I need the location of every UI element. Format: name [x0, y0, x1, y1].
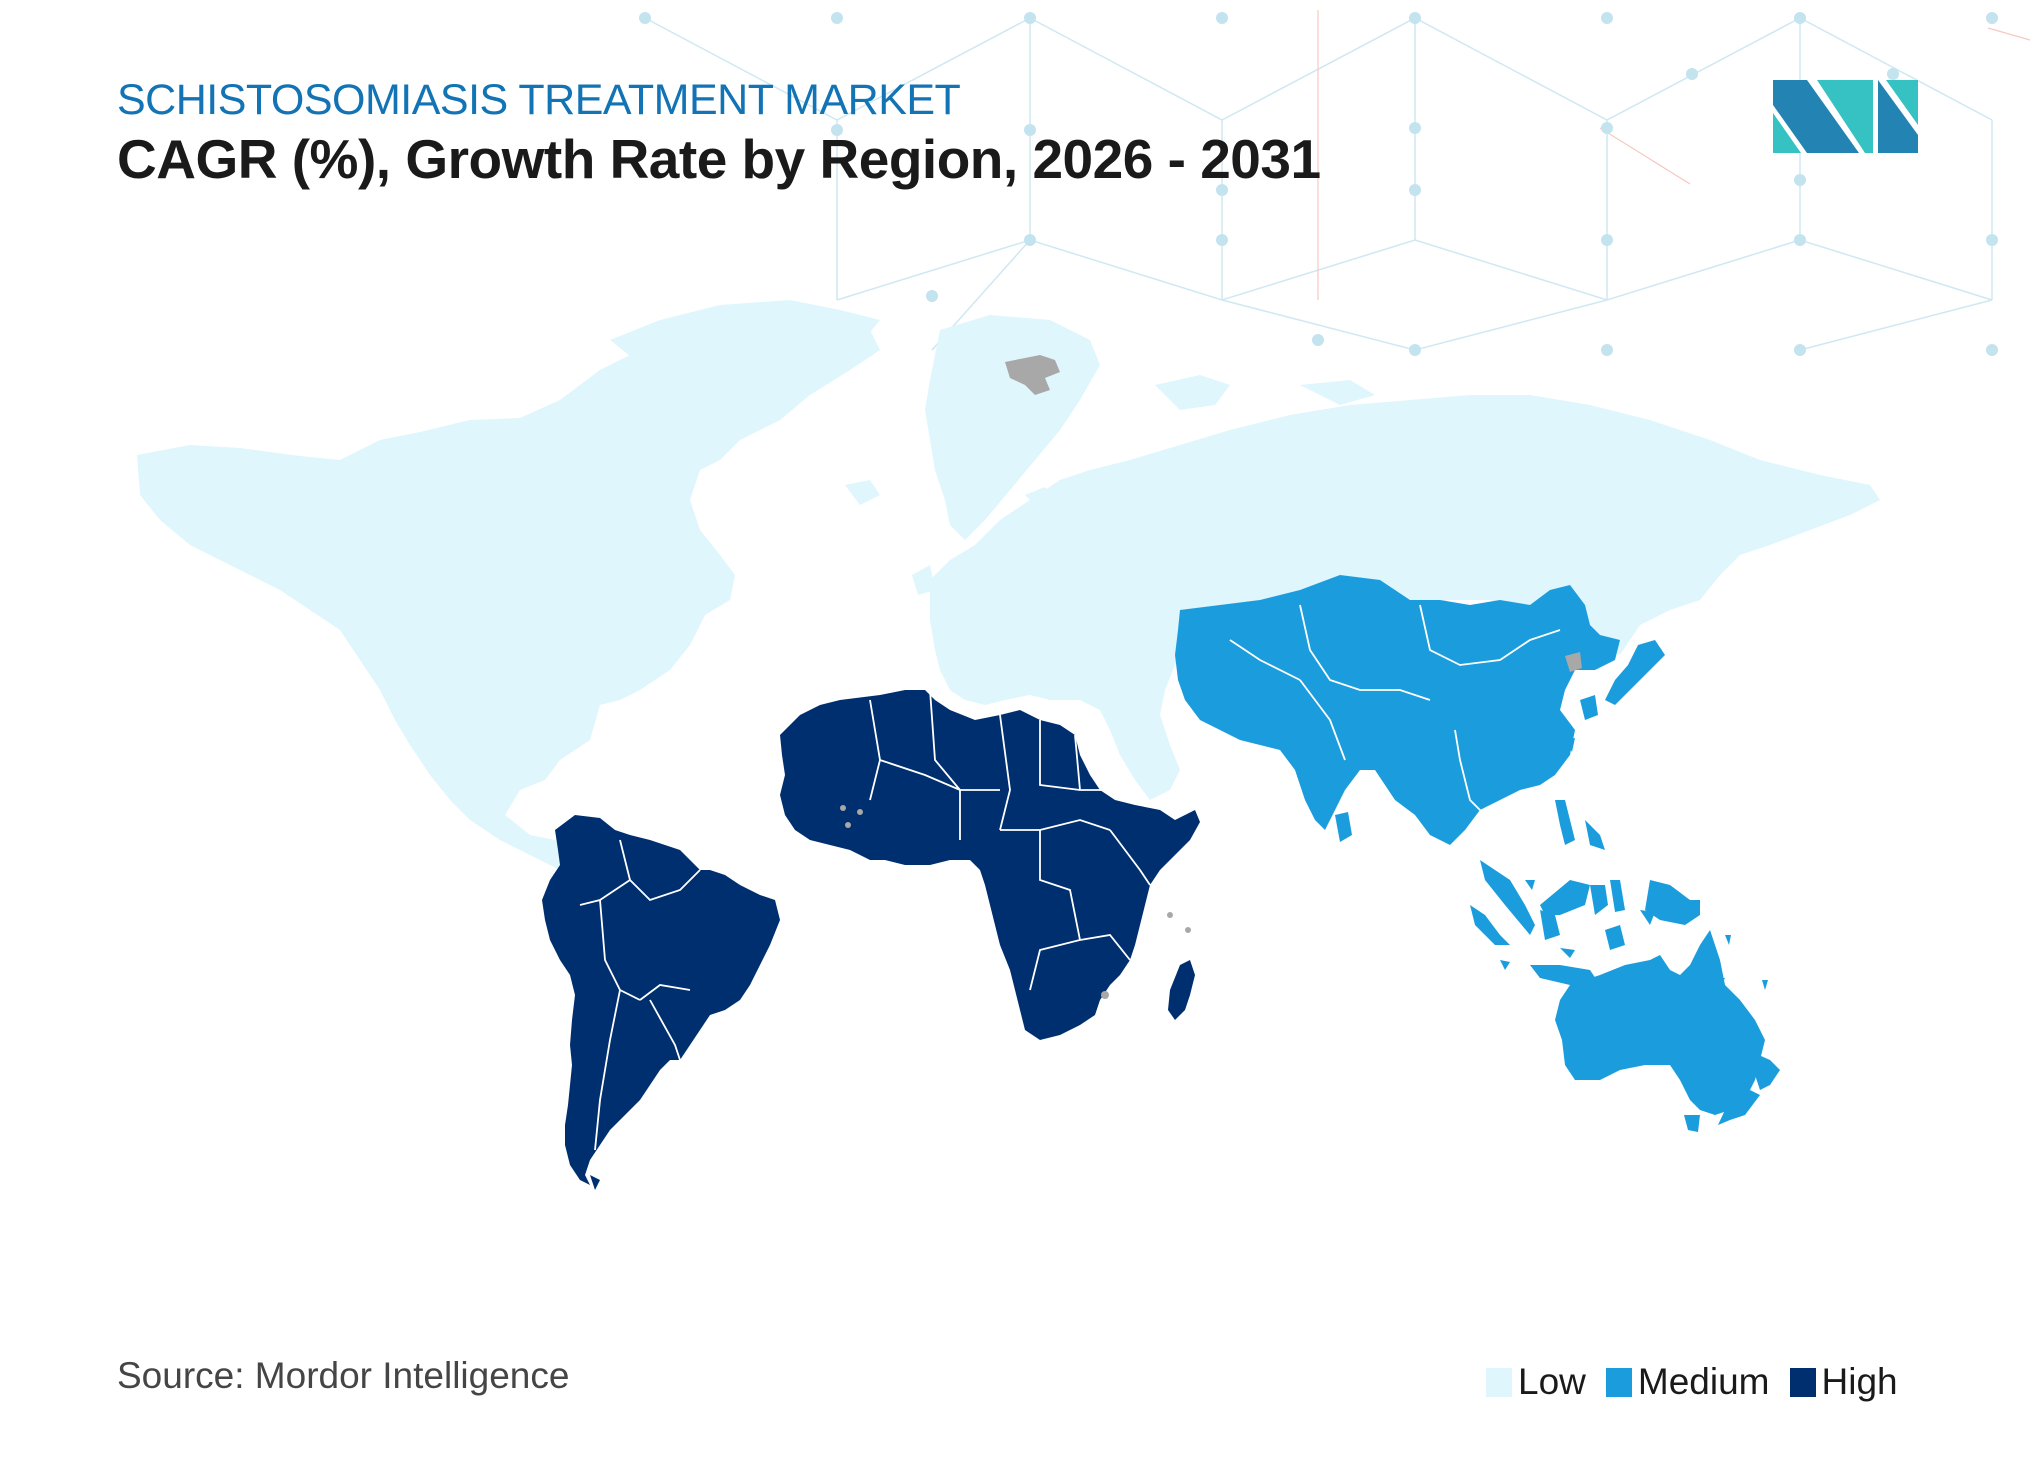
mordor-intelligence-logo [1773, 80, 1918, 153]
chart-header: SCHISTOSOMIASIS TREATMENT MARKET CAGR (%… [117, 74, 1321, 192]
region-south-america[interactable] [542, 815, 780, 1190]
legend-label-high: High [1821, 1361, 1898, 1402]
legend-swatch-medium [1605, 1367, 1632, 1397]
legend-swatch-low [1486, 1367, 1512, 1397]
chart-subtitle: SCHISTOSOMIASIS TREATMENT MARKET [117, 76, 961, 124]
legend-item-medium: Medium [1605, 1361, 1770, 1402]
legend-item-low: Low [1486, 1362, 1586, 1402]
chart-title: CAGR (%), Growth Rate by Region, 2026 - … [117, 128, 1321, 190]
region-asia-pacific[interactable] [1175, 575, 1780, 1132]
background-hex-pattern [639, 10, 2031, 356]
source-text: Source: Mordor Intelligence [117, 1355, 570, 1396]
legend-item-high: High [1789, 1361, 1898, 1402]
legend: Low Medium High [1486, 1362, 1918, 1402]
country-borders [579, 604, 1561, 1151]
legend-label-low: Low [1518, 1361, 1586, 1402]
region-africa[interactable] [780, 690, 1200, 1040]
legend-swatch-high [1789, 1367, 1816, 1397]
region-no-data [840, 355, 1582, 999]
legend-label-medium: Medium [1637, 1361, 1770, 1402]
